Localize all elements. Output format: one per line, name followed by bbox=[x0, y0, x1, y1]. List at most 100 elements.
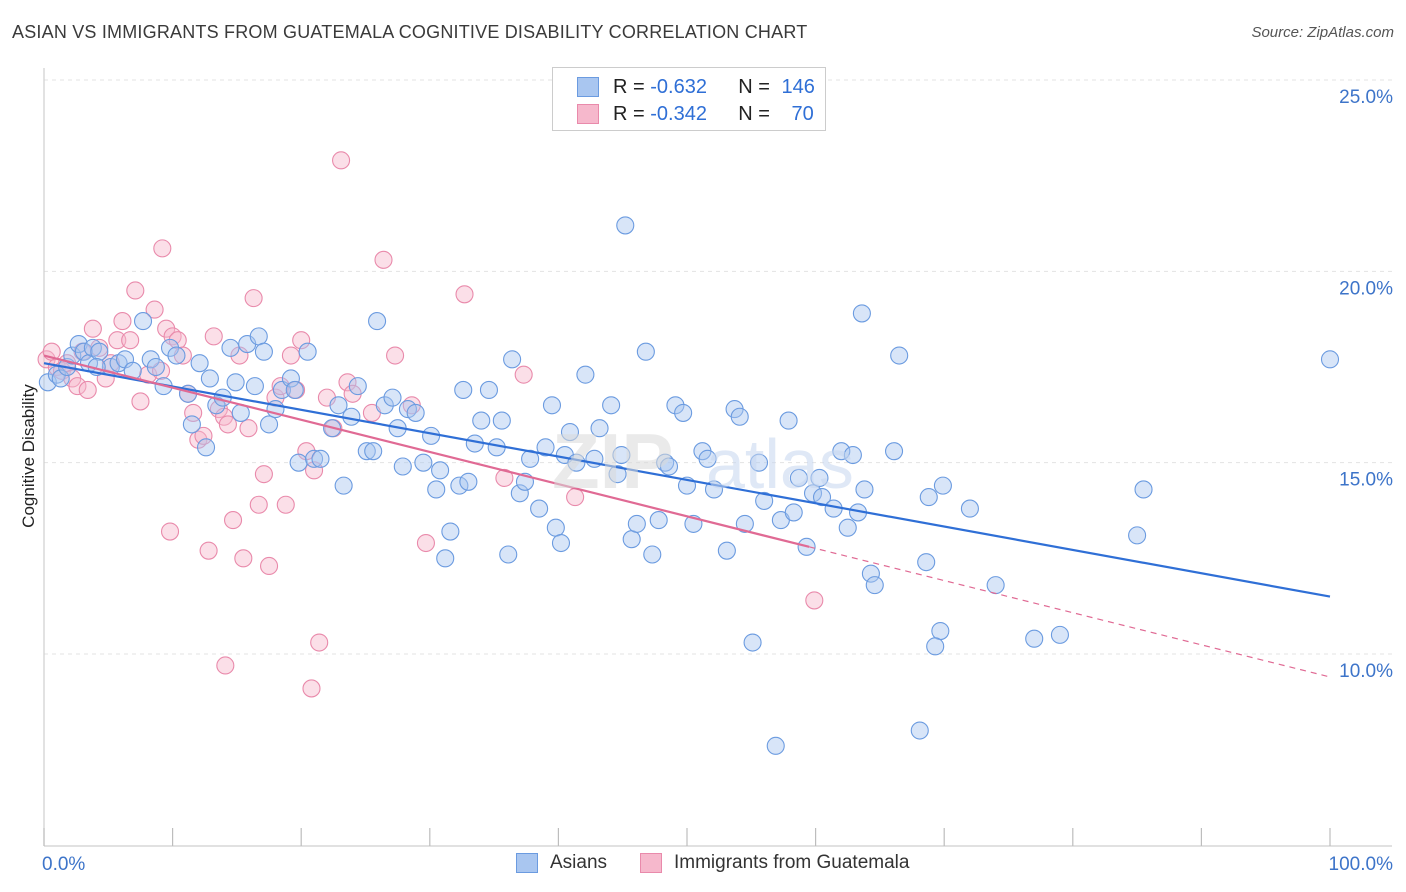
asian-point bbox=[931, 621, 950, 641]
guatemala-point bbox=[153, 239, 172, 258]
asian-point bbox=[910, 721, 929, 740]
asian-point bbox=[190, 354, 209, 373]
legend-label-guatemala: Immigrants from Guatemala bbox=[674, 852, 910, 873]
asian-point bbox=[1320, 350, 1340, 369]
asian-point bbox=[431, 461, 450, 480]
asian-point bbox=[602, 396, 621, 415]
asian-point bbox=[146, 357, 165, 377]
asian-point bbox=[450, 476, 469, 495]
asian-point bbox=[289, 453, 308, 472]
guatemala-point bbox=[218, 415, 237, 434]
asian-point bbox=[812, 488, 832, 507]
guatemala-point bbox=[108, 331, 127, 350]
asian-point bbox=[560, 423, 580, 442]
r-value: -0.342 bbox=[650, 102, 707, 125]
asian-point bbox=[926, 637, 945, 656]
grid-lines bbox=[44, 79, 1392, 655]
asian-point bbox=[200, 369, 219, 388]
legend-row-asians: R = -0.632 N = 146 bbox=[577, 74, 815, 100]
guatemala-point bbox=[259, 556, 279, 576]
tick-labels: 10.0% 15.0% 20.0% 25.0% 0.0% 100.0% bbox=[42, 87, 1393, 875]
guatemala-trend-line bbox=[43, 354, 810, 548]
asian-point bbox=[919, 488, 938, 507]
asian-point bbox=[843, 445, 862, 465]
asian-point bbox=[459, 472, 478, 491]
series-legend: Asians Immigrants from Guatemala bbox=[0, 852, 1406, 878]
asian-point bbox=[51, 369, 70, 388]
correlation-legend: R = -0.632 N = 146 R = -0.342 N = 70 bbox=[552, 67, 826, 131]
n-label: N = bbox=[738, 75, 770, 98]
asian-point bbox=[1025, 629, 1044, 648]
asian-point bbox=[755, 491, 774, 510]
asian-point bbox=[357, 442, 376, 461]
y-tick-label: 25.0% bbox=[1339, 87, 1393, 108]
asian-point bbox=[666, 396, 685, 415]
asian-point bbox=[368, 312, 387, 331]
asian-point bbox=[649, 511, 668, 530]
asian-point bbox=[160, 338, 180, 357]
guatemala-point bbox=[78, 380, 97, 400]
guatemala-point bbox=[234, 549, 253, 568]
asian-point bbox=[735, 514, 754, 533]
asian-point bbox=[590, 419, 609, 438]
guatemala-point bbox=[157, 319, 176, 338]
asian-point bbox=[612, 445, 631, 465]
r-label: R = bbox=[613, 102, 645, 125]
asian-point bbox=[636, 342, 655, 361]
asian-point bbox=[546, 518, 565, 537]
asian-point bbox=[329, 396, 348, 415]
asian-point bbox=[890, 346, 909, 365]
asian-point bbox=[536, 438, 555, 457]
asian-point bbox=[608, 465, 627, 484]
x-tick-label: 100.0% bbox=[1329, 854, 1394, 875]
watermark-atlas: atlas bbox=[706, 425, 854, 503]
guatemala-point bbox=[113, 312, 132, 331]
guatemala-point bbox=[204, 327, 223, 346]
asian-point bbox=[542, 396, 562, 415]
asian-point bbox=[245, 377, 264, 396]
asian-point bbox=[659, 457, 679, 476]
guatemala-point bbox=[223, 511, 243, 530]
asian-point bbox=[196, 438, 216, 457]
n-value: 70 bbox=[791, 102, 814, 125]
asian-point bbox=[933, 476, 952, 495]
guatemala-point bbox=[276, 495, 295, 514]
guatemala-point bbox=[194, 426, 213, 445]
asian-point bbox=[63, 346, 82, 365]
asian-point bbox=[530, 499, 549, 518]
asian-swatch bbox=[577, 77, 599, 97]
asian-point bbox=[427, 480, 446, 499]
asian-point bbox=[779, 411, 798, 430]
asian-point bbox=[838, 518, 857, 537]
guatemala-point bbox=[495, 468, 514, 488]
guatemala-point bbox=[514, 365, 533, 384]
x-tick-label: 0.0% bbox=[42, 854, 85, 875]
watermark-zip: ZIP bbox=[552, 417, 673, 505]
asian-point bbox=[986, 576, 1005, 595]
asian-point bbox=[622, 530, 641, 549]
axes bbox=[43, 68, 1392, 847]
asian-point bbox=[861, 564, 880, 583]
asian-point bbox=[226, 373, 245, 392]
asian-point bbox=[884, 442, 904, 461]
guatemala-point bbox=[83, 319, 102, 338]
guatemala-point bbox=[310, 633, 329, 652]
guatemala-point bbox=[254, 465, 273, 484]
asian-point bbox=[698, 449, 717, 468]
guatemala-point bbox=[292, 331, 311, 350]
guatemala-point bbox=[249, 495, 268, 514]
legend-item-asians[interactable]: Asians bbox=[516, 852, 607, 874]
asian-point bbox=[281, 369, 300, 388]
zipatlas-watermark: ZIP atlas bbox=[552, 417, 854, 505]
asian-point bbox=[1128, 526, 1147, 545]
guatemala-point bbox=[160, 522, 180, 541]
guatemala-legend-swatch bbox=[640, 853, 662, 873]
guatemala-point bbox=[338, 373, 357, 392]
asian-point bbox=[503, 350, 522, 369]
asian-point bbox=[743, 633, 762, 652]
legend-item-guatemala[interactable]: Immigrants from Guatemala bbox=[640, 852, 909, 874]
asian-point bbox=[383, 388, 402, 407]
y-axis-label: Cognitive Disability bbox=[19, 384, 38, 528]
asian-point bbox=[832, 442, 851, 461]
